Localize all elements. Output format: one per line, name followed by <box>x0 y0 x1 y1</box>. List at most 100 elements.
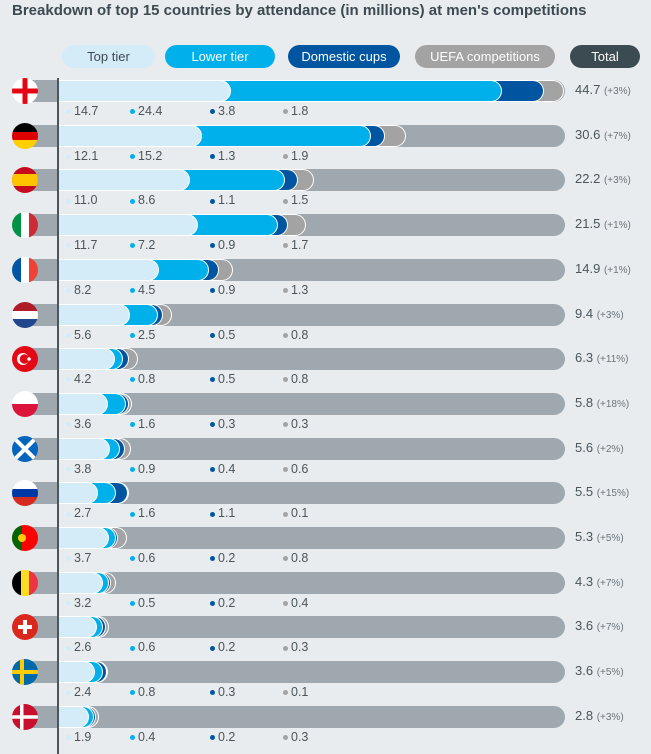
value-label: 11.7 <box>66 238 97 252</box>
total-label: 3.6 (+5%) <box>575 663 624 679</box>
row-spain: 22.2 (+3%) 11.0 8.6 1.1 1.5 <box>0 167 651 213</box>
value-label: 1.3 <box>210 149 235 163</box>
bar-top-tier <box>58 482 98 505</box>
total-label: 5.5 (+15%) <box>575 484 630 500</box>
total-label: 21.5 (+1%) <box>575 216 631 232</box>
bar-track <box>22 482 565 505</box>
value-label: 1.1 <box>210 506 235 520</box>
row-germany: 30.6 (+7%) 12.1 15.2 1.3 1.9 <box>0 122 651 169</box>
value-label: 0.4 <box>210 462 235 476</box>
legend-top-tier: Top tier <box>62 45 155 68</box>
value-label: 0.6 <box>283 462 308 476</box>
value-label: 0.5 <box>210 328 235 342</box>
flag-germany-icon <box>12 122 38 149</box>
value-label: 0.6 <box>130 640 155 654</box>
bar-top-tier <box>58 80 231 102</box>
value-label: 11.0 <box>66 193 97 207</box>
total-label: 9.4 (+3%) <box>575 305 624 321</box>
value-label: 0.1 <box>283 685 308 699</box>
value-label: 0.3 <box>210 685 235 699</box>
row-england: 44.7 (+3%) 14.7 24.4 3.8 1.8 <box>0 78 651 124</box>
bar-track <box>22 392 565 415</box>
row-italy: 21.5 (+1%) 11.7 7.2 0.9 1.7 <box>0 212 651 258</box>
bar-top-tier <box>58 527 110 549</box>
bar-track <box>22 437 565 460</box>
value-label: 0.8 <box>283 328 308 342</box>
bar-track <box>22 527 565 549</box>
value-label: 3.2 <box>66 596 91 610</box>
legend-domestic-cups: Domestic cups <box>288 45 400 68</box>
legend-lower-tier: Lower tier <box>165 45 275 68</box>
value-label: 14.7 <box>66 104 98 118</box>
zero-axis <box>57 78 59 754</box>
value-label: 24.4 <box>130 104 162 118</box>
value-label: 7.2 <box>130 238 155 252</box>
value-label: 12.1 <box>66 149 98 163</box>
total-label: 44.7 (+3%) <box>575 82 631 97</box>
value-label: 0.9 <box>130 462 155 476</box>
bar-top-tier <box>58 705 90 728</box>
bar-track <box>22 705 565 728</box>
value-label: 2.6 <box>66 640 91 654</box>
value-label: 8.2 <box>66 283 91 297</box>
value-label: 2.4 <box>66 685 91 699</box>
bar-top-tier <box>58 348 115 371</box>
value-label: 0.5 <box>210 372 235 386</box>
flag-portugal-icon <box>12 525 38 551</box>
value-label: 0.2 <box>210 551 235 565</box>
value-label: 0.5 <box>130 596 155 610</box>
flag-poland-icon <box>12 390 38 417</box>
total-label: 14.9 (+1%) <box>575 260 631 276</box>
total-label: 5.6 (+2%) <box>575 439 624 455</box>
value-label: 2.7 <box>66 506 91 520</box>
value-label: 0.6 <box>130 551 155 565</box>
total-label: 22.2 (+3%) <box>575 171 631 187</box>
flag-england-icon <box>12 78 38 104</box>
flag-russia-icon <box>12 480 38 507</box>
bar-top-tier <box>58 124 203 147</box>
row-portugal: 5.3 (+5%) 3.7 0.6 0.2 0.8 <box>0 525 651 571</box>
row-switzerland: 3.6 (+7%) 2.6 0.6 0.2 0.3 <box>0 614 651 660</box>
row-denmark: 2.8 (+3%) 1.9 0.4 0.2 0.3 <box>0 703 651 750</box>
value-label: 3.8 <box>66 462 91 476</box>
value-label: 0.8 <box>130 372 155 386</box>
bar-track <box>22 616 565 639</box>
value-label: 0.3 <box>283 730 308 744</box>
value-label: 0.1 <box>283 506 308 520</box>
value-label: 0.2 <box>210 596 235 610</box>
value-label: 0.4 <box>130 730 155 744</box>
bar-top-tier <box>58 169 190 192</box>
total-label: 6.3 (+11%) <box>575 350 629 366</box>
value-label: 1.3 <box>283 283 308 297</box>
value-label: 5.6 <box>66 328 91 342</box>
bar-top-tier <box>58 258 159 281</box>
value-label: 4.2 <box>66 372 91 386</box>
row-sweden: 3.6 (+5%) 2.4 0.8 0.3 0.1 <box>0 659 651 705</box>
total-label: 4.3 (+7%) <box>575 573 624 589</box>
total-label: 3.6 (+7%) <box>575 618 624 634</box>
flag-denmark-icon <box>12 703 38 730</box>
row-turkey: 6.3 (+11%) 4.2 0.8 0.5 0.8 <box>0 346 651 392</box>
value-label: 0.3 <box>210 417 235 431</box>
row-netherlands: 9.4 (+3%) 5.6 2.5 0.5 0.8 <box>0 301 651 348</box>
value-label: 1.6 <box>130 506 155 520</box>
flag-belgium-icon <box>12 569 38 596</box>
value-label: 1.1 <box>210 193 235 207</box>
total-label: 5.3 (+5%) <box>575 529 624 544</box>
value-label: 0.3 <box>283 417 308 431</box>
value-label: 0.8 <box>130 685 155 699</box>
flag-spain-icon <box>12 167 38 194</box>
flag-turkey-icon <box>12 346 38 373</box>
value-label: 3.6 <box>66 417 91 431</box>
bar-top-tier <box>58 661 95 684</box>
bar-top-tier <box>58 303 131 326</box>
row-poland: 5.8 (+18%) 3.6 1.6 0.3 0.3 <box>0 390 651 437</box>
value-label: 1.7 <box>283 238 308 252</box>
value-label: 0.8 <box>283 372 308 386</box>
bar-top-tier <box>58 214 198 237</box>
flag-switzerland-icon <box>12 614 38 641</box>
total-label: 5.8 (+18%) <box>575 394 630 410</box>
row-russia: 5.5 (+15%) 2.7 1.6 1.1 0.1 <box>0 480 651 526</box>
flag-italy-icon <box>12 212 38 239</box>
